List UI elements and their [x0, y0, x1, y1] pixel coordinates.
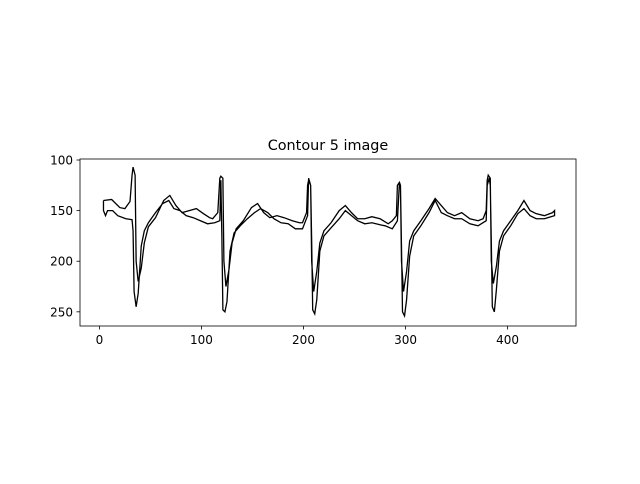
contour-line [102, 166, 556, 319]
y-tick-label: 200 [50, 255, 73, 269]
y-tick-label: 250 [50, 305, 73, 319]
plot-frame [79, 158, 577, 327]
x-tick-label: 400 [496, 333, 519, 347]
chart-title: Contour 5 image [268, 138, 389, 154]
x-tick-label: 100 [190, 333, 213, 347]
x-tick-label: 300 [394, 333, 417, 347]
x-tick-label: 200 [292, 333, 315, 347]
y-tick-label: 100 [50, 154, 73, 168]
x-tick-label: 0 [96, 333, 104, 347]
y-tick-label: 150 [50, 204, 73, 218]
